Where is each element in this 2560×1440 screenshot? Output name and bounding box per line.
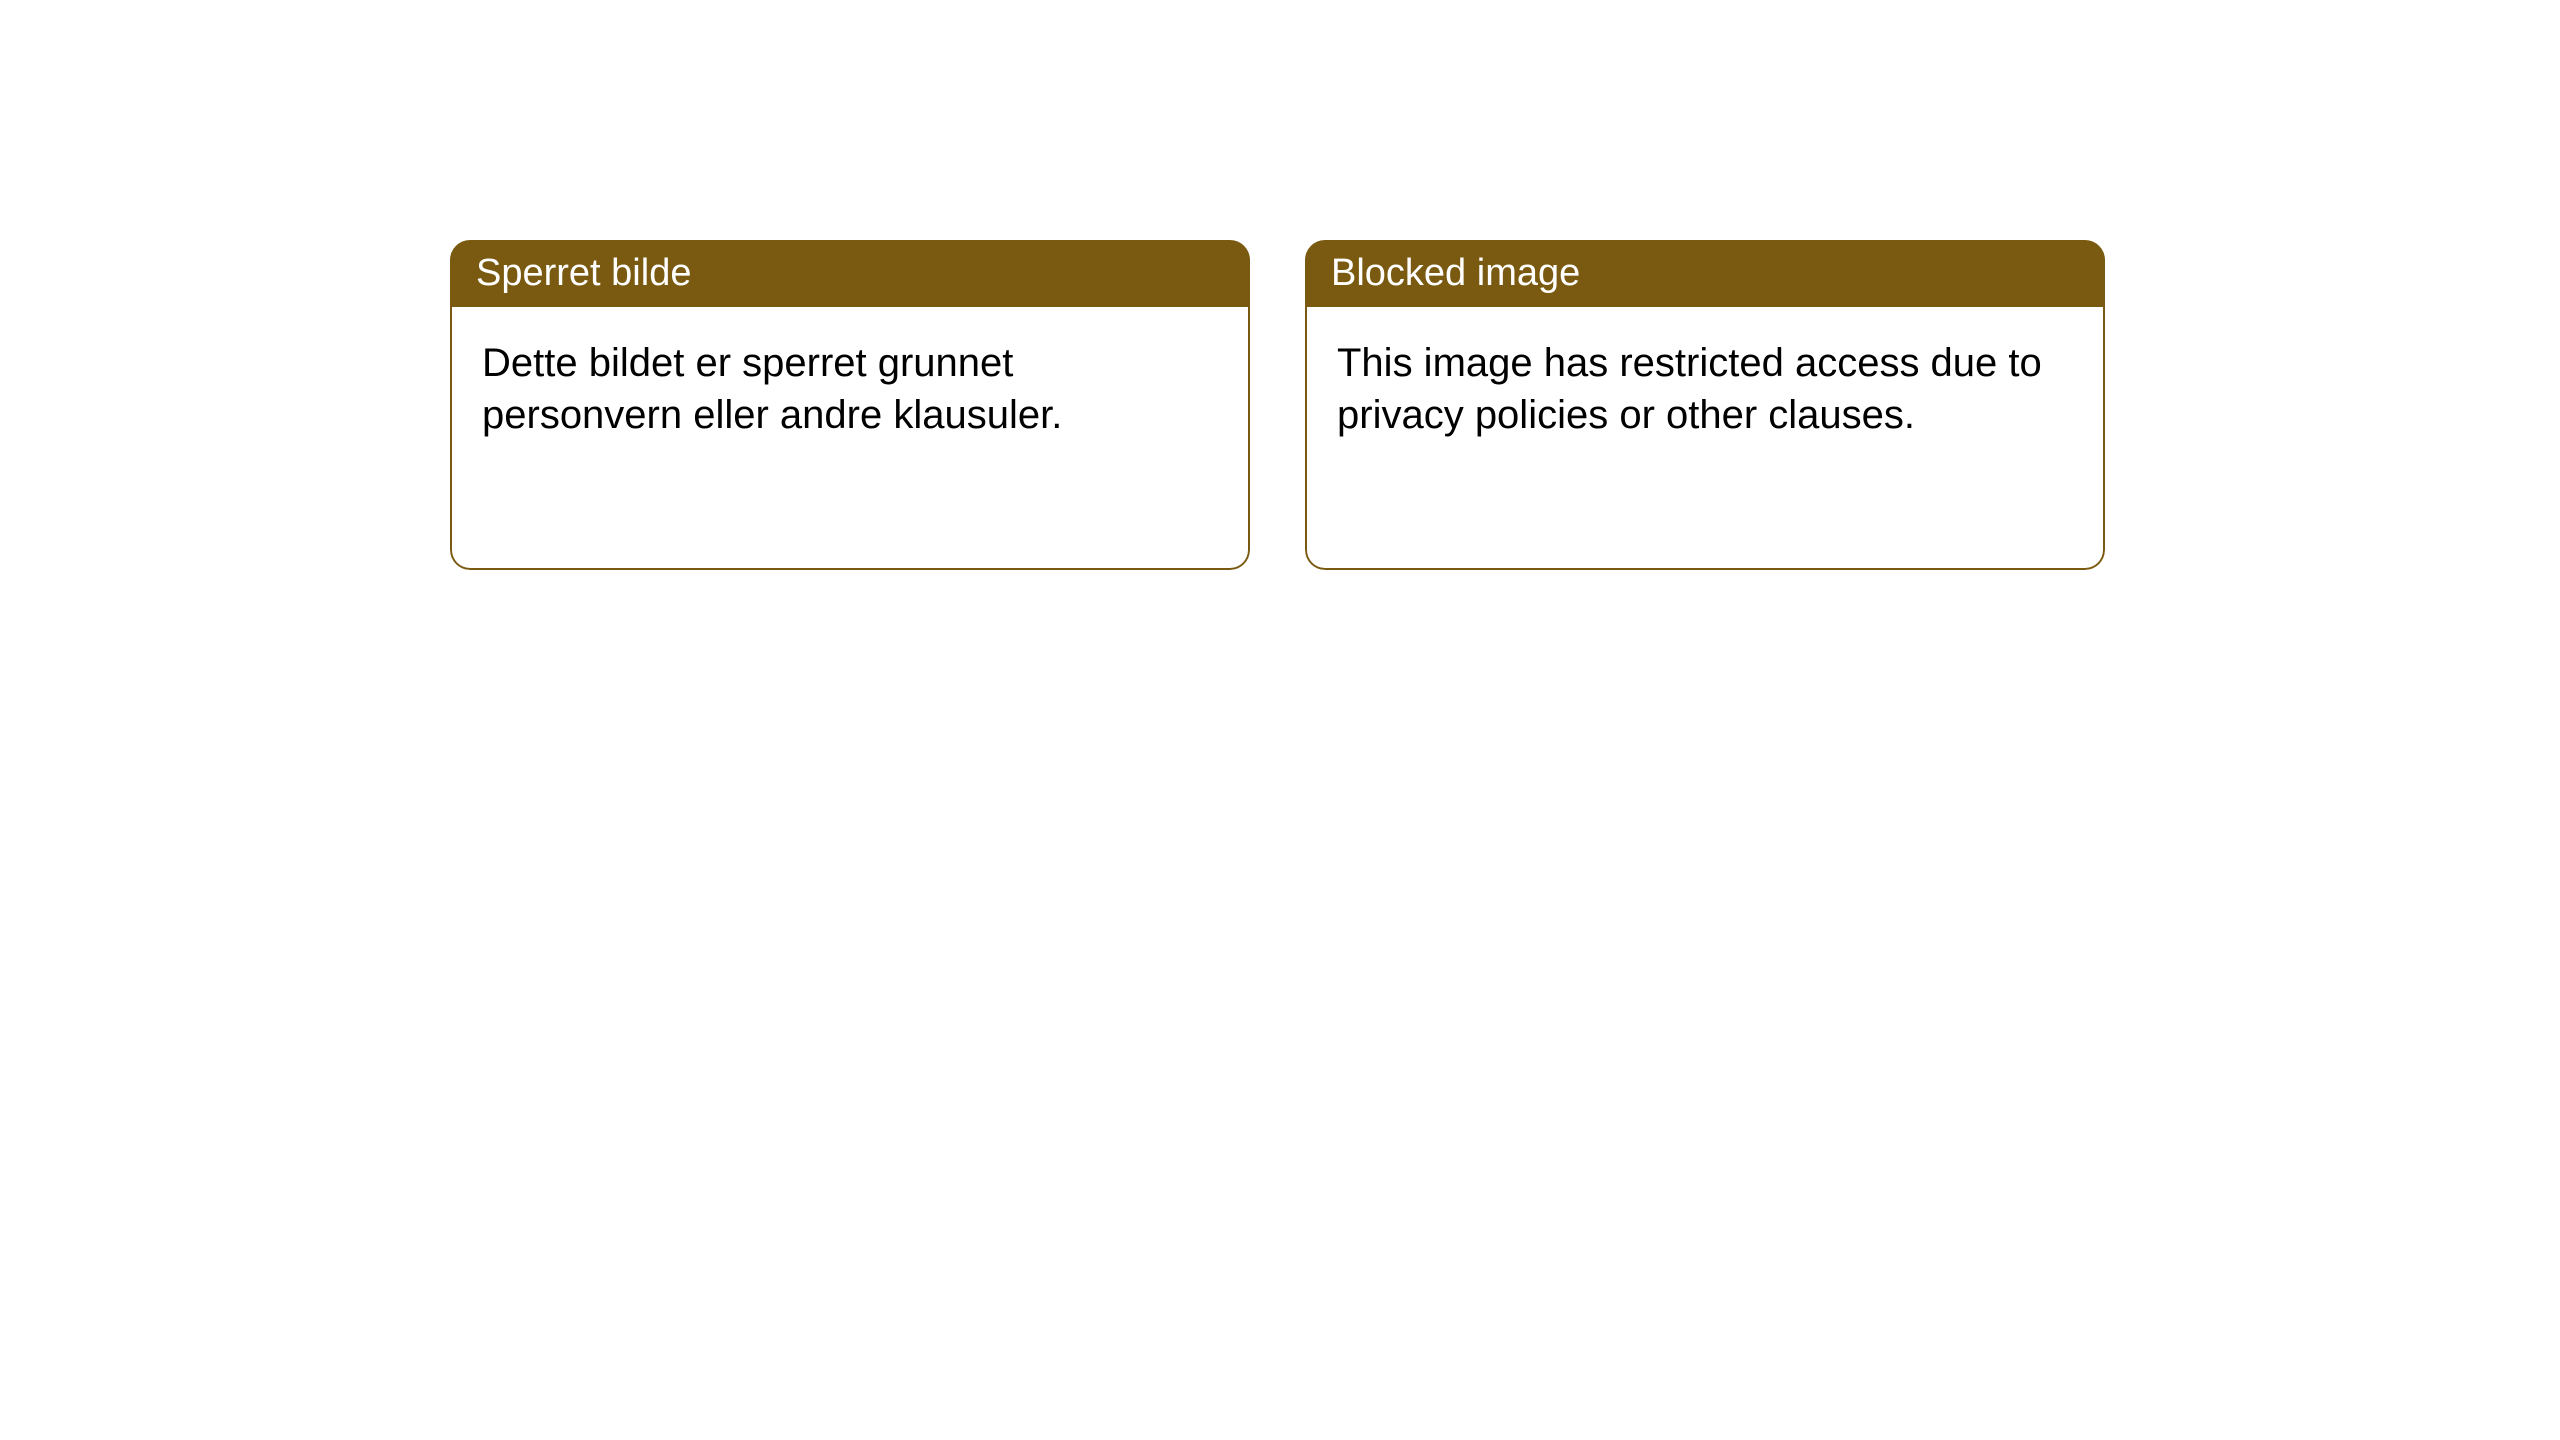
notice-header-norwegian: Sperret bilde (450, 240, 1250, 307)
notice-container: Sperret bilde Dette bildet er sperret gr… (450, 240, 2105, 570)
notice-title-norwegian: Sperret bilde (476, 252, 691, 294)
notice-header-english: Blocked image (1305, 240, 2105, 307)
notice-text-english: This image has restricted access due to … (1337, 341, 2042, 437)
notice-text-norwegian: Dette bildet er sperret grunnet personve… (482, 341, 1062, 437)
notice-card-english: Blocked image This image has restricted … (1305, 240, 2105, 570)
notice-title-english: Blocked image (1331, 252, 1580, 294)
notice-body-english: This image has restricted access due to … (1305, 307, 2105, 570)
notice-card-norwegian: Sperret bilde Dette bildet er sperret gr… (450, 240, 1250, 570)
notice-body-norwegian: Dette bildet er sperret grunnet personve… (450, 307, 1250, 570)
